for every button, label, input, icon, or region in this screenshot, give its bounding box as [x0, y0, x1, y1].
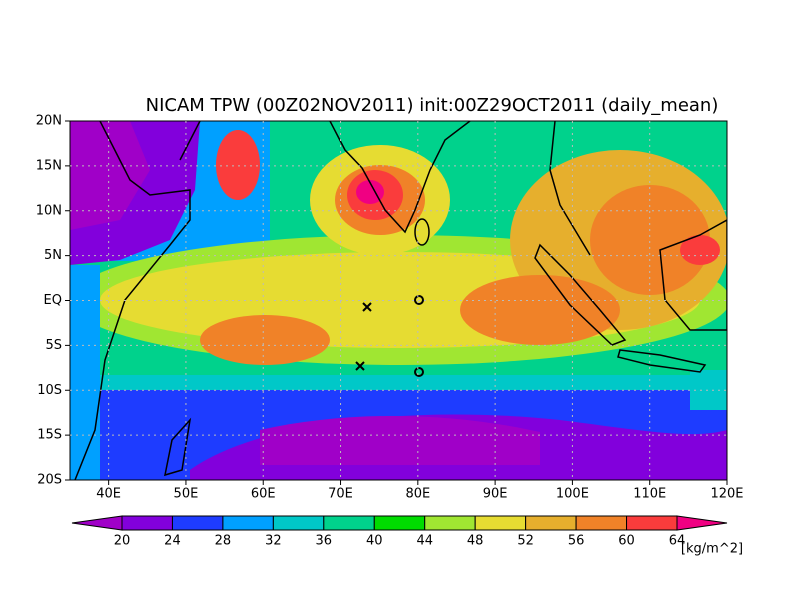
colorbar-segment [424, 515, 476, 531]
lon-label: 110E [633, 487, 666, 502]
lon-label: 100E [556, 487, 589, 502]
colorbar-segment [575, 515, 628, 531]
lon-label: 50E [174, 487, 199, 502]
lat-label: 20N [36, 114, 62, 129]
colorbar-label: 48 [467, 534, 484, 549]
lon-label: 70E [328, 487, 353, 502]
colorbar-segment [272, 515, 325, 531]
lat-label: 15N [36, 158, 62, 173]
colorbar-label: 60 [618, 534, 635, 549]
colorbar-label: 24 [164, 534, 181, 549]
colorbar-label: 64 [669, 534, 686, 549]
colorbar-segment [323, 515, 375, 531]
lon-label: 80E [405, 487, 430, 502]
colorbar-label: 20 [114, 534, 131, 549]
colorbar-segment [626, 515, 678, 531]
lon-label: 60E [251, 487, 276, 502]
lat-label: 10S [37, 383, 62, 398]
lon-label: 90E [483, 487, 508, 502]
colorbar-segment [474, 515, 527, 531]
lon-label: 120E [710, 487, 743, 502]
lat-label: EQ [44, 293, 62, 308]
title: NICAM TPW (00Z02NOV2011) init:00Z29OCT20… [146, 95, 719, 116]
colorbar-label: 44 [416, 534, 433, 549]
lat-label: 10N [36, 203, 62, 218]
colorbar-label: 52 [517, 534, 534, 549]
colorbar-extend-high [676, 515, 728, 531]
lat-label: 5N [44, 248, 62, 263]
colorbar-label: 40 [366, 534, 383, 549]
colorbar-unit: [kg/m^2] [681, 542, 743, 557]
colorbar-segment [525, 515, 577, 531]
lat-label: 15S [37, 428, 62, 443]
colorbar-label: 36 [316, 534, 333, 549]
colorbar-extend-low [71, 515, 123, 531]
coastlines [74, 121, 727, 480]
lat-label: 20S [37, 473, 62, 488]
colorbar-segment [222, 515, 274, 531]
lon-label: 40E [96, 487, 121, 502]
lat-label: 5S [45, 338, 62, 353]
colorbar-segment [121, 515, 173, 531]
colorbar-label: 32 [265, 534, 282, 549]
colorbar-label: 28 [215, 534, 232, 549]
storm-markers [355, 295, 424, 377]
colorbar-segment [373, 515, 426, 531]
colorbar-label: 56 [568, 534, 585, 549]
colorbar-segment [171, 515, 224, 531]
